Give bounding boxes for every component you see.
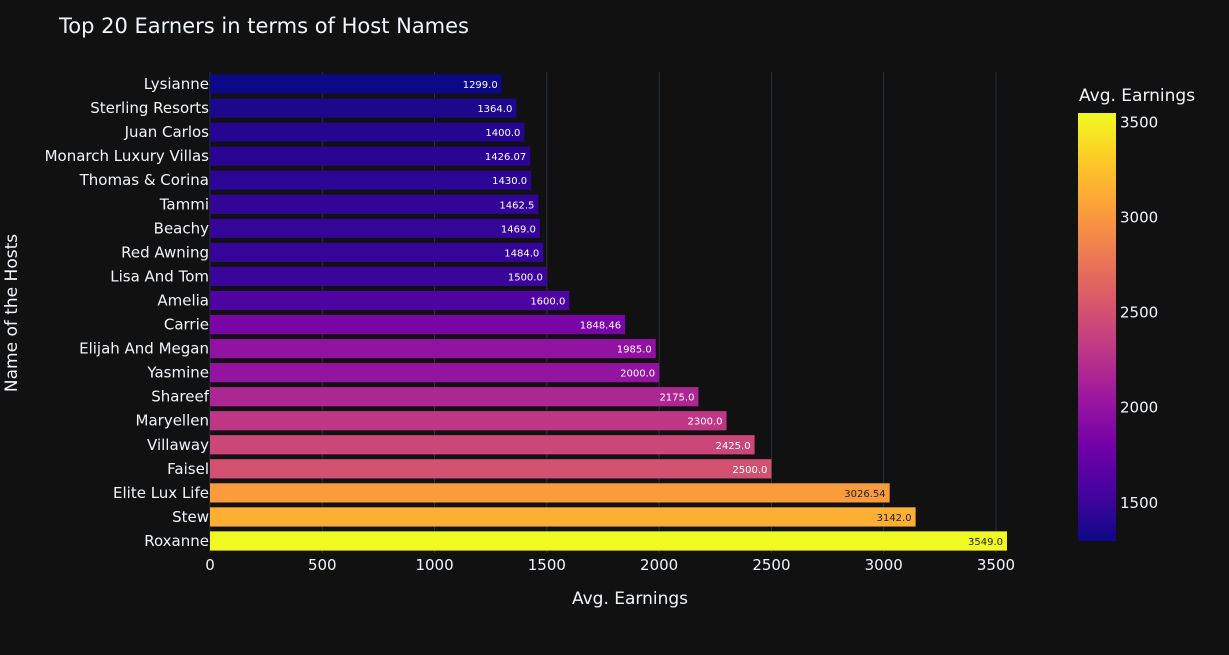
bar-data-label: 1430.0 [492,176,527,187]
bar-data-label: 1364.0 [477,104,512,115]
bar [210,483,890,503]
bar-data-label: 1426.07 [485,152,526,163]
bar-data-label: 1500.0 [508,272,543,283]
category-label: Faisel [167,460,209,478]
x-tick-label: 2500 [752,556,790,574]
category-label: Beachy [154,219,209,237]
bar [210,459,772,479]
colorbar-tick-label: 2500 [1120,304,1158,322]
bar-data-label: 1985.0 [617,345,652,356]
bar-data-label: 2000.0 [620,369,655,380]
bar [210,146,531,166]
x-tick-label: 3000 [865,556,903,574]
bar-data-label: 3549.0 [968,537,1003,548]
x-tick-labels: 0 500 1000 1500 2000 2500 3000 3500 [205,556,1015,574]
bar-data-label: 1848.46 [580,321,621,332]
bar-data-label: 1400.0 [485,128,520,139]
category-label: Yasmine [146,364,209,382]
bar [210,266,547,287]
category-label: Villaway [147,436,209,454]
category-label: Red Awning [121,243,209,261]
category-label: Shareef [151,388,210,406]
category-label: Elijah And Megan [79,340,209,358]
colorbar-tick-label: 1500 [1120,494,1158,512]
bar-data-label: 1462.5 [499,200,534,211]
colorbar: Avg. Earnings 1500 2000 2500 3000 3500 [1078,86,1195,541]
bars: 1299.0 1364.0 1400.0 1426.07 1430.0 1462.5 146… [210,74,1007,551]
colorbar-tick-label: 3500 [1120,113,1158,131]
bar-data-label: 2425.0 [716,441,751,452]
x-tick-label: 2000 [640,556,678,574]
bar [210,242,544,262]
colorbar-scale [1078,113,1116,541]
x-tick-label: 3500 [977,556,1015,574]
bar-data-label: 3142.0 [877,513,912,524]
category-label: Lysianne [144,75,209,93]
category-labels: Lysianne Sterling Resorts Juan Carlos Monar… [45,75,210,550]
bar-data-label: 3026.54 [844,489,885,500]
x-tick-label: 1000 [415,556,453,574]
category-label: Juan Carlos [124,123,210,141]
category-label: Amelia [157,291,209,309]
category-label: Stew [172,508,209,526]
category-label: Sterling Resorts [90,99,209,117]
bar-data-label: 2175.0 [659,393,694,404]
x-tick-label: 500 [308,556,337,574]
category-label: Monarch Luxury Villas [45,147,210,165]
bar [210,314,626,335]
bar [210,387,699,407]
bar [210,507,916,527]
x-axis-title: Avg. Earnings [572,589,688,609]
x-tick-label: 0 [205,556,215,574]
category-label: Maryellen [136,412,209,430]
y-axis-title: Name of the Hosts [2,234,22,392]
category-label: Lisa And Tom [110,267,209,285]
bar [210,411,727,431]
grid-lines [209,72,997,553]
bar [210,338,656,359]
bar-data-label: 2300.0 [688,417,723,428]
bar-data-label: 1299.0 [463,80,498,91]
bar [210,218,540,238]
bar [210,363,660,383]
bar-data-label: 1469.0 [501,224,536,235]
chart-title: Top 20 Earners in terms of Host Names [59,14,470,38]
bar-data-label: 1600.0 [530,296,565,307]
bar [210,194,539,214]
bar [210,98,517,118]
colorbar-title: Avg. Earnings [1079,86,1195,106]
category-label: Thomas & Corina [79,171,209,189]
bar-data-label: 1484.0 [504,248,539,259]
bar [210,170,532,190]
bar [210,531,1007,551]
category-label: Elite Lux Life [113,484,209,502]
bar-data-label: 2500.0 [732,465,767,476]
category-label: Roxanne [144,532,209,550]
colorbar-tick-label: 2000 [1120,399,1158,417]
x-tick-label: 1500 [528,556,566,574]
colorbar-tick-label: 3000 [1120,208,1158,226]
category-label: Tammi [159,195,209,213]
bar [210,435,755,455]
colorbar-ticks: 1500 2000 2500 3000 3500 [1120,113,1158,511]
bar [210,74,502,94]
bar [210,290,570,311]
bar [210,122,525,142]
category-label: Carrie [164,316,209,334]
